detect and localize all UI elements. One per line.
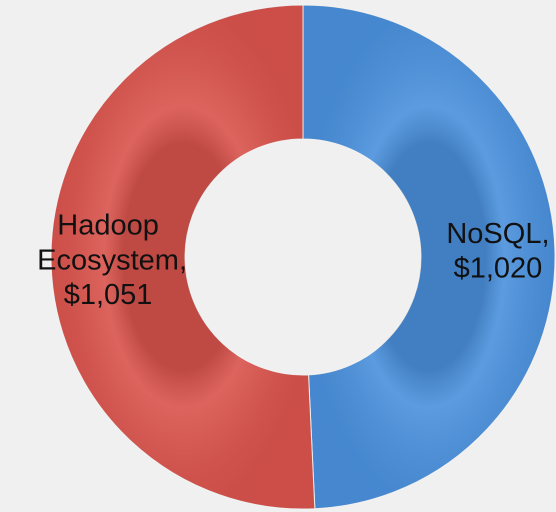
slice-category-label: NoSQL, (446, 218, 549, 250)
slice-value-label: $1,020 (454, 253, 543, 285)
slice-category-label: Hadoop Ecosystem, (29, 209, 187, 276)
slice-value-label: $1,051 (64, 279, 153, 311)
